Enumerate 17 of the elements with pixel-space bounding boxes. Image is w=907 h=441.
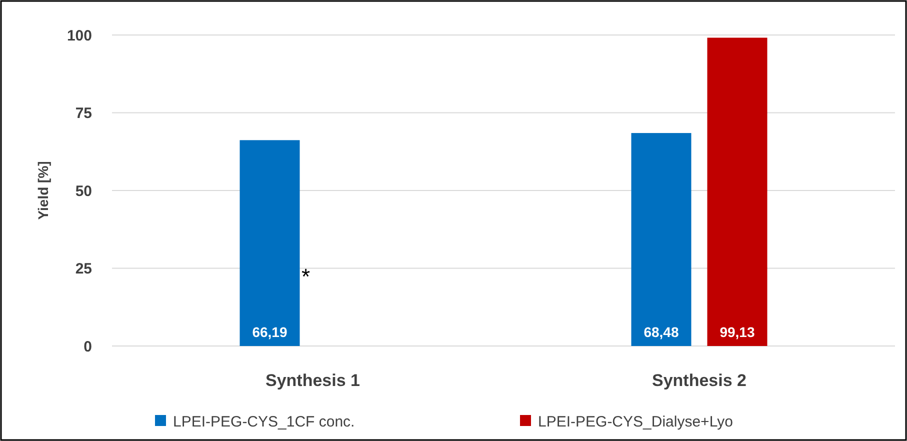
- data-label: 99,13: [720, 324, 755, 340]
- x-tick-label: Synthesis 2: [652, 371, 746, 390]
- y-tick-label: 50: [75, 182, 92, 200]
- x-tick-label: Synthesis 1: [266, 371, 360, 390]
- annotation: *: [301, 264, 310, 289]
- bar: [240, 140, 300, 346]
- y-tick-label: 100: [66, 27, 92, 44]
- bar: [631, 133, 692, 346]
- y-axis-title: Yield [%]: [35, 161, 51, 220]
- y-tick-label: 0: [84, 338, 92, 356]
- data-label: 66,19: [252, 324, 288, 340]
- data-label: 68,48: [644, 324, 679, 340]
- bar: [707, 38, 768, 346]
- legend-label: LPEI-PEG-CYS_Dialyse+Lyo: [538, 413, 733, 430]
- y-tick-label: 75: [75, 105, 92, 122]
- y-tick-label: 25: [75, 260, 92, 278]
- legend-label: LPEI-PEG-CYS_1CF conc.: [173, 413, 355, 430]
